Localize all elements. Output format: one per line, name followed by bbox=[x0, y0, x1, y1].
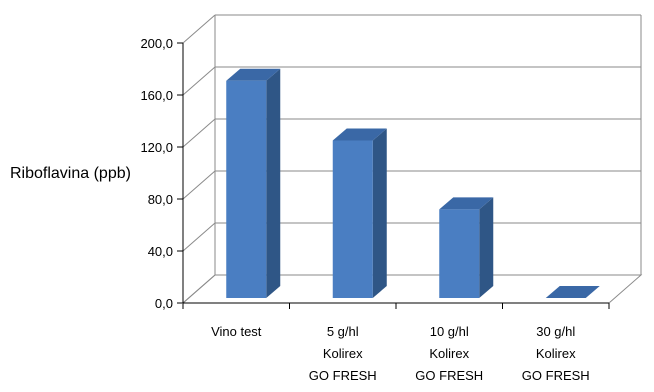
y-tick-labels: 0,0 40,0 80,0 120,0 160,0 200,0 bbox=[140, 36, 173, 311]
gridline-side bbox=[182, 14, 216, 44]
bar-front-face bbox=[439, 209, 480, 298]
bar bbox=[226, 68, 281, 298]
bar-top-face bbox=[332, 128, 387, 141]
gridline-side bbox=[182, 66, 216, 96]
bar-top-face bbox=[226, 68, 281, 81]
y-tick-label: 200,0 bbox=[140, 36, 173, 51]
y-tick-label: 80,0 bbox=[148, 192, 173, 207]
bar-top-face bbox=[545, 286, 600, 298]
x-category-label: Vino test bbox=[211, 324, 262, 339]
gridline-side bbox=[182, 170, 216, 200]
x-category-label: 10 g/hl Kolirex GO FRESH bbox=[415, 324, 483, 383]
bar-top-face bbox=[439, 197, 494, 210]
y-tick-label: 0,0 bbox=[155, 296, 173, 311]
axes bbox=[177, 15, 643, 309]
gridline-side bbox=[182, 118, 216, 148]
y-tick-label: 120,0 bbox=[140, 140, 173, 155]
bar-front-face bbox=[226, 80, 267, 298]
bar-front-face bbox=[332, 140, 373, 298]
bar-side-face bbox=[372, 128, 387, 298]
bars bbox=[226, 68, 600, 298]
y-tick-label: 160,0 bbox=[140, 88, 173, 103]
bar bbox=[332, 128, 387, 298]
x-category-labels: Vino test 5 g/hl Kolirex GO FRESH 10 g/hl Kol… bbox=[211, 324, 590, 383]
y-tick-label: 40,0 bbox=[148, 244, 173, 259]
gridline-side bbox=[182, 222, 216, 252]
bar bbox=[545, 286, 600, 298]
bar bbox=[439, 197, 494, 298]
y-axis-label: Riboflavina (ppb) bbox=[10, 165, 131, 182]
bar-side-face bbox=[479, 197, 494, 298]
x-category-label: 30 g/hl Kolirex GO FRESH bbox=[522, 324, 590, 383]
bar-side-face bbox=[266, 68, 281, 298]
x-category-label: 5 g/hl Kolirex GO FRESH bbox=[309, 324, 377, 383]
